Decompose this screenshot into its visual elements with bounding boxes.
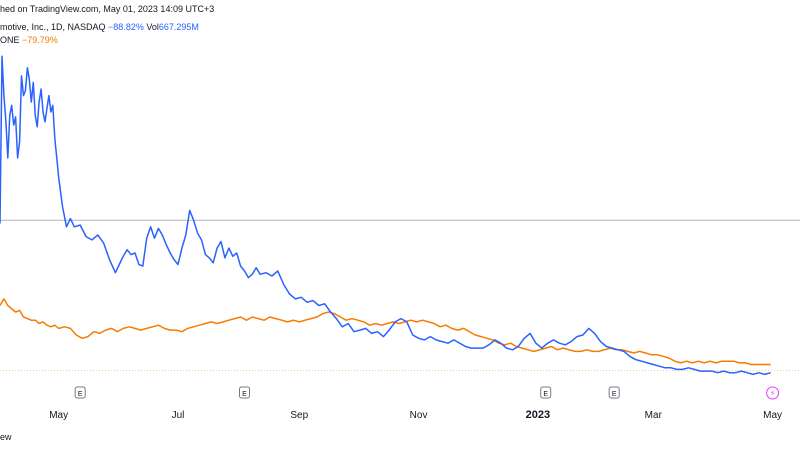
x-tick-label: Nov <box>410 410 428 421</box>
main-symbol-change: −88.82% <box>108 22 144 32</box>
earnings-marker <box>608 386 620 399</box>
x-tick-label: Jul <box>172 410 185 421</box>
x-tick-label: May <box>763 410 782 421</box>
earnings-marker-label: E <box>78 391 83 398</box>
volume-value: 667.295M <box>158 22 199 32</box>
chart-header-compare-symbol: ONE −79.79% <box>0 35 58 45</box>
earnings-marker-label: E <box>612 391 617 398</box>
compare-symbol-change: −79.79% <box>22 35 58 45</box>
dividend-marker-label: ⚡ <box>770 389 776 398</box>
x-tick-label: May <box>49 410 68 421</box>
reference-lines <box>0 219 800 371</box>
main-symbol-text: motive, Inc., 1D, NASDAQ <box>0 22 106 32</box>
series-line-main <box>0 55 771 376</box>
x-tick-label: Sep <box>290 410 308 421</box>
chart-header-published: hed on TradingView.com, May 01, 2023 14:… <box>0 4 214 14</box>
x-axis: May Jul Sep Nov 2023 Mar May <box>49 409 782 421</box>
dividend-marker <box>766 386 780 400</box>
chart-header-main-symbol: motive, Inc., 1D, NASDAQ −88.82% Vol667.… <box>0 22 199 32</box>
published-text: hed on TradingView.com, May 01, 2023 14:… <box>0 4 215 14</box>
x-tick-label: 2023 <box>526 409 550 421</box>
earnings-marker <box>74 386 86 399</box>
earnings-marker-label: E <box>543 391 548 398</box>
footer-text: ew <box>0 432 12 442</box>
volume-label: Vol <box>146 22 159 32</box>
earnings-marker <box>540 386 552 399</box>
earnings-marker-label: E <box>242 391 247 398</box>
series-layer <box>0 55 771 376</box>
series-line-compare <box>0 298 771 366</box>
x-tick-label: Mar <box>645 410 663 421</box>
earnings-marker <box>238 386 250 399</box>
compare-symbol-text: ONE <box>0 35 20 45</box>
